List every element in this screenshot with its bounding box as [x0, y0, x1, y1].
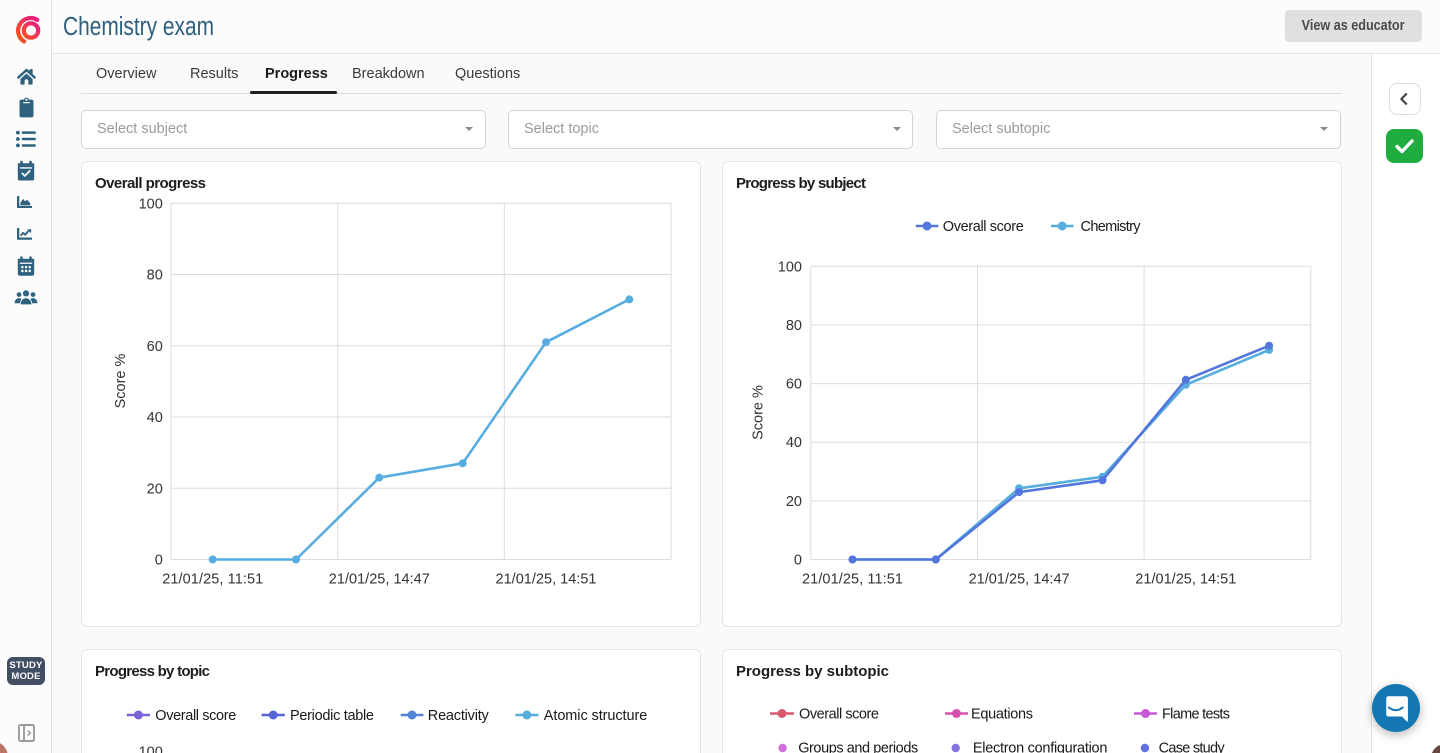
svg-text:Groups and periods: Groups and periods — [798, 741, 918, 753]
svg-text:21/01/25, 14:47: 21/01/25, 14:47 — [329, 572, 430, 588]
svg-text:Overall score: Overall score — [155, 708, 236, 724]
svg-text:Equations: Equations — [971, 707, 1033, 723]
svg-text:21/01/25, 11:51: 21/01/25, 11:51 — [802, 572, 903, 588]
svg-text:Overall score: Overall score — [799, 707, 879, 723]
svg-text:0: 0 — [794, 553, 802, 569]
svg-text:60: 60 — [786, 377, 802, 393]
svg-text:Score %: Score % — [751, 385, 767, 440]
svg-text:Electron configuration: Electron configuration — [973, 741, 1108, 753]
svg-text:Case study: Case study — [1159, 741, 1226, 753]
svg-text:21/01/25, 14:51: 21/01/25, 14:51 — [1135, 572, 1236, 588]
svg-text:80: 80 — [786, 318, 802, 334]
svg-text:40: 40 — [786, 435, 802, 451]
svg-text:40: 40 — [147, 410, 163, 426]
svg-text:100: 100 — [778, 259, 802, 275]
svg-text:20: 20 — [786, 494, 802, 510]
svg-text:Score %: Score % — [113, 353, 129, 408]
svg-text:60: 60 — [147, 339, 163, 355]
svg-text:100: 100 — [139, 745, 163, 753]
svg-text:20: 20 — [147, 481, 163, 497]
svg-text:80: 80 — [147, 268, 163, 284]
svg-text:Atomic structure: Atomic structure — [544, 708, 648, 724]
svg-text:21/01/25, 11:51: 21/01/25, 11:51 — [162, 572, 263, 588]
svg-text:Overall progress: Overall progress — [95, 175, 206, 192]
svg-text:0: 0 — [155, 553, 163, 569]
svg-text:Progress by topic: Progress by topic — [95, 663, 210, 680]
svg-text:21/01/25, 14:51: 21/01/25, 14:51 — [496, 572, 597, 588]
svg-text:Overall score: Overall score — [943, 219, 1024, 235]
svg-text:100: 100 — [139, 196, 163, 212]
svg-text:Reactivity: Reactivity — [428, 708, 490, 724]
svg-text:Periodic table: Periodic table — [290, 708, 374, 724]
svg-text:Progress by subject: Progress by subject — [736, 175, 866, 192]
svg-text:21/01/25, 14:47: 21/01/25, 14:47 — [969, 572, 1070, 588]
svg-text:Chemistry: Chemistry — [1081, 219, 1142, 235]
svg-text:Progress by subtopic: Progress by subtopic — [736, 663, 889, 680]
svg-text:Flame tests: Flame tests — [1162, 707, 1230, 723]
